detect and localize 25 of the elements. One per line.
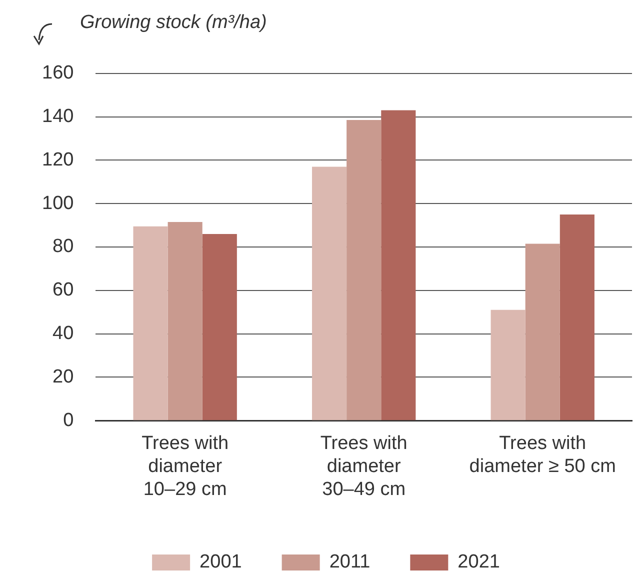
bar bbox=[490, 310, 526, 420]
legend-label: 2011 bbox=[329, 552, 370, 573]
y-tick-label: 100 bbox=[42, 192, 74, 214]
y-tick-label: 140 bbox=[42, 106, 74, 128]
bar bbox=[346, 120, 382, 420]
x-tick-label: Trees with diameter ≥ 50 cm bbox=[469, 433, 616, 478]
y-tick-label: 40 bbox=[52, 323, 74, 344]
y-tick-label: 160 bbox=[42, 62, 74, 84]
y-tick-label: 20 bbox=[52, 366, 74, 388]
y-tick-label: 0 bbox=[63, 410, 74, 431]
bar bbox=[202, 234, 237, 420]
y-tick-label: 60 bbox=[52, 280, 74, 301]
x-tick-label: Trees with diameter 10–29 cm bbox=[142, 433, 229, 500]
legend-label: 2001 bbox=[200, 552, 242, 573]
y-tick-label: 120 bbox=[42, 149, 74, 170]
bar bbox=[381, 110, 416, 420]
bar bbox=[560, 214, 594, 420]
bar bbox=[525, 244, 560, 420]
y-tick-label: 80 bbox=[52, 236, 74, 258]
bar bbox=[312, 166, 347, 420]
bar bbox=[168, 222, 202, 420]
y-axis-title: Growing stock (m³/ha) bbox=[80, 12, 267, 34]
legend-label: 2021 bbox=[458, 552, 500, 573]
x-tick-label: Trees with diameter 30–49 cm bbox=[320, 433, 408, 500]
bar bbox=[133, 226, 168, 420]
